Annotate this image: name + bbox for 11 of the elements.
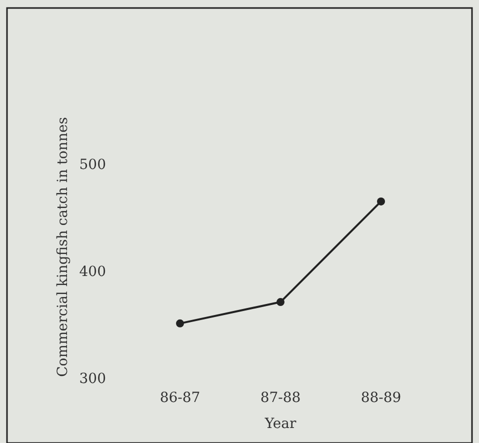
point (276, 298, 284, 306)
x-axis-title: Year (264, 416, 296, 432)
point (377, 197, 385, 206)
y-tick-label: 500 (79, 156, 106, 173)
y-tick-label: 400 (79, 264, 106, 280)
y-axis-title: Commercial kingfish catch in tonnes (55, 117, 71, 377)
x-tick-label: 88-89 (360, 390, 402, 406)
point (176, 319, 184, 328)
x-tick-label: 87-88 (260, 390, 301, 406)
y-tick-label: 300 (79, 370, 106, 387)
x-tick-label: 86-87 (160, 390, 200, 406)
